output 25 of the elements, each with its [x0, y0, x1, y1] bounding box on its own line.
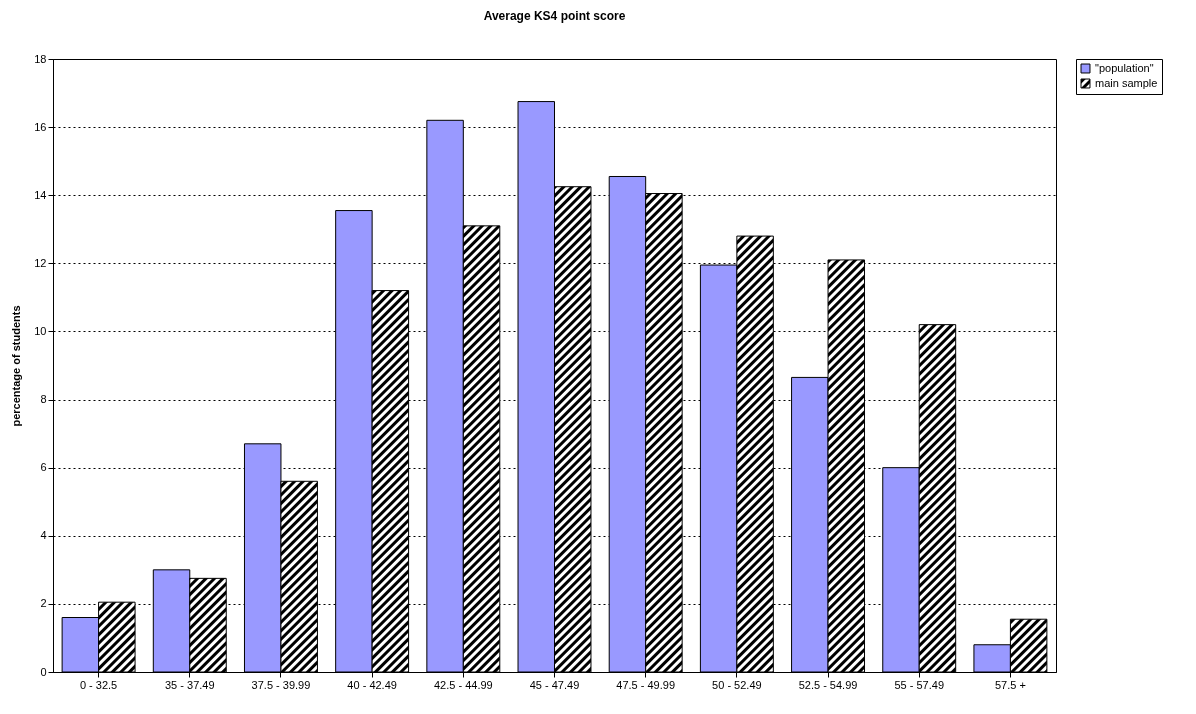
x-tick-label: 50 - 52.49 [712, 678, 762, 691]
y-tick-label: 16 [34, 120, 47, 133]
x-tick-label: 45 - 47.49 [529, 678, 580, 691]
y-tick-label: 10 [34, 324, 47, 337]
x-tick-label: 57.5 + [994, 678, 1026, 691]
x-tick-label: 35 - 37.49 [165, 678, 215, 691]
y-axis-title: percentage of students [10, 305, 23, 427]
x-tick-label: 55 - 57.49 [894, 678, 944, 691]
y-tick-label: 0 [40, 665, 47, 678]
x-tick-label: 47.5 - 49.99 [616, 678, 676, 691]
y-tick-label: 12 [34, 256, 47, 269]
chart-title: Average KS4 point score [483, 9, 626, 23]
y-tick-label: 6 [40, 461, 47, 474]
x-tick-label: 52.5 - 54.99 [798, 678, 858, 691]
x-tick-label: 40 - 42.49 [347, 678, 397, 691]
x-tick-label: 42.5 - 44.99 [433, 678, 493, 691]
y-tick-label: 4 [40, 529, 47, 542]
y-tick-label: 14 [34, 188, 47, 201]
x-tick-label: 37.5 - 39.99 [251, 678, 311, 691]
legend-label: "population" [1095, 61, 1154, 74]
x-tick-label: 0 - 32.5 [79, 678, 118, 691]
y-tick-label: 8 [40, 393, 47, 406]
y-tick-label: 2 [40, 597, 47, 610]
y-tick-label: 18 [34, 52, 47, 65]
legend-label: main sample [1095, 76, 1158, 89]
